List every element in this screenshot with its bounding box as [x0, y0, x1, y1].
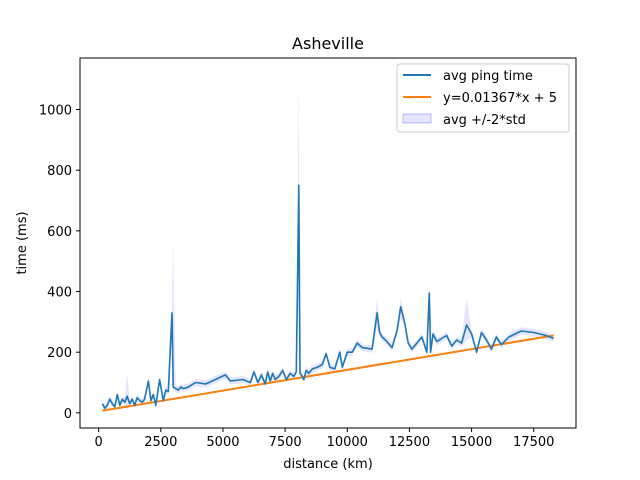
legend-label-fit-line: y=0.01367*x + 5 [443, 91, 557, 106]
x-tick-label: 10000 [327, 435, 368, 450]
y-axis-label: time (ms) [15, 211, 30, 274]
x-tick-label: 15000 [451, 435, 492, 450]
y-tick-label: 800 [47, 164, 72, 179]
chart-title: Asheville [292, 34, 364, 53]
y-axis: 0 200 400 600 800 1000 [39, 104, 80, 422]
y-tick-label: 0 [64, 407, 72, 422]
x-tick-label: 2500 [144, 435, 177, 450]
y-tick-label: 600 [47, 225, 72, 240]
y-tick-label: 200 [47, 346, 72, 361]
x-tick-label: 17500 [513, 435, 554, 450]
avg-ping-line [101, 184, 554, 410]
plot-area [101, 73, 554, 412]
plot-frame [79, 57, 577, 429]
legend-label-avg-ping: avg ping time [443, 69, 533, 84]
legend: avg ping time y=0.01367*x + 5 avg +/-2*s… [396, 63, 570, 133]
x-tick-label: 7500 [269, 435, 302, 450]
x-tick-label: 12500 [389, 435, 430, 450]
y-tick-label: 400 [47, 286, 72, 301]
x-axis: 0 2500 5000 7500 10000 12500 15000 17500 [95, 428, 554, 450]
x-tick-label: 0 [95, 435, 103, 450]
y-tick-label: 1000 [39, 104, 72, 119]
legend-label-std-band: avg +/-2*std [443, 113, 526, 128]
x-axis-label: distance (km) [283, 457, 373, 472]
x-tick-label: 5000 [206, 435, 239, 450]
legend-box [396, 63, 570, 133]
legend-swatch-std-band [402, 113, 432, 124]
